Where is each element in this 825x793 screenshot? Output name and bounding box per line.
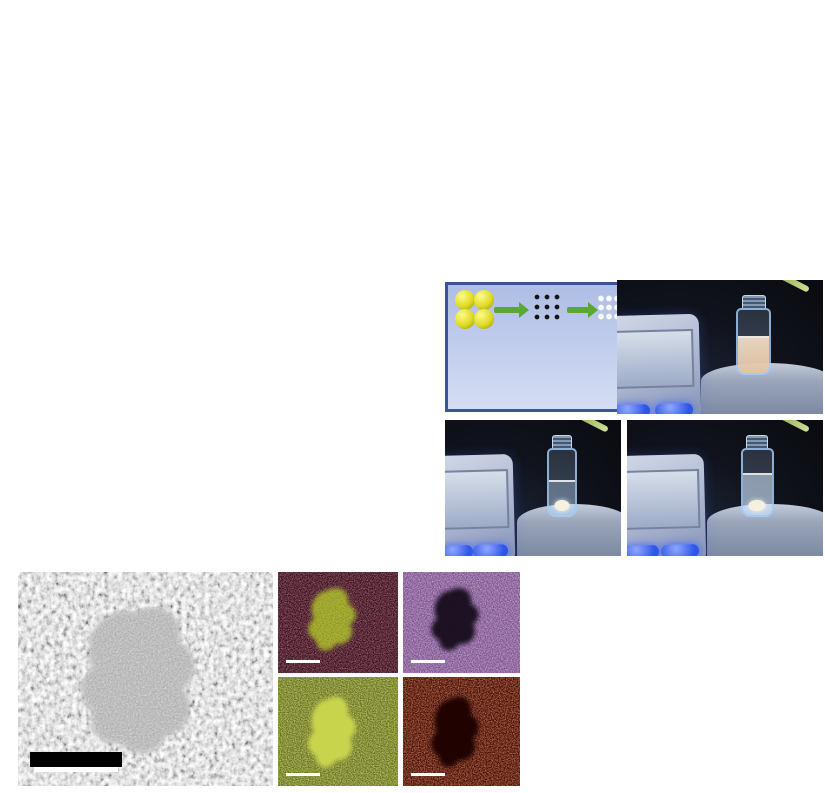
timer-button-sec: [654, 402, 694, 414]
eds-map-overlay: [278, 572, 398, 673]
zn-ions-graphic: [532, 292, 563, 321]
reaction-arrow-2: [567, 302, 598, 318]
timer-digits: [627, 499, 698, 501]
timer-digits: [617, 358, 692, 360]
vial-ph2: [547, 434, 577, 517]
vial-ph7: [736, 294, 772, 376]
timer-lcd: [627, 469, 701, 530]
photo-ph2: [445, 420, 621, 556]
vial-liquid: [738, 335, 770, 374]
eds-map-Zn: [403, 677, 520, 786]
vial-ph12: [740, 434, 774, 517]
xrd-chart: [520, 560, 825, 793]
release-chart: [450, 0, 825, 274]
photo-ph7: [617, 280, 823, 414]
pipette-tip: [767, 280, 810, 293]
sem-scalebar-box: [30, 752, 122, 767]
zno-qds-graphic: [455, 290, 495, 330]
eds-map-O: [403, 572, 520, 673]
timer-button-sec: [473, 544, 509, 556]
timer-lcd: [445, 469, 510, 530]
sem-eds-panel: [18, 572, 520, 786]
precipitate-pellet: [554, 499, 570, 511]
timer-lcd: [617, 328, 695, 389]
pipette-tip: [567, 420, 610, 433]
eds-map-Fe: [278, 677, 398, 786]
timer-device: [627, 454, 707, 556]
reaction-scheme: [445, 282, 621, 412]
timer-button: [617, 403, 650, 414]
tga-chart: [0, 0, 450, 274]
timer-button-sec: [660, 544, 700, 556]
precipitate-pellet: [748, 499, 766, 511]
panel-d: [420, 274, 825, 560]
timer-button: [627, 545, 660, 556]
photo-ph12: [627, 420, 823, 556]
pipette-tip: [768, 420, 811, 433]
timer-button: [445, 545, 474, 556]
xps-chart: [0, 274, 420, 560]
reaction-arrow-1: [494, 302, 529, 318]
timer-digits: [445, 499, 507, 501]
timer-device: [617, 313, 702, 414]
timer-device: [445, 454, 516, 556]
sem-image: [18, 572, 273, 786]
